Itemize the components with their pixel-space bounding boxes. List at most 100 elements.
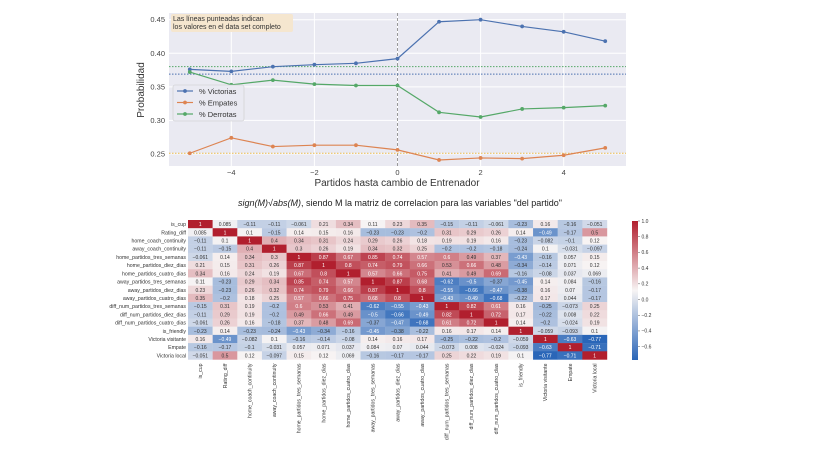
heatmap-cell — [533, 228, 558, 237]
cell-value: −0.11 — [194, 312, 206, 318]
cell-value: 0.1 — [517, 353, 524, 359]
cell-value: −0.1 — [245, 345, 255, 351]
heatmap-cell — [508, 285, 534, 295]
cell-value: 0.044 — [416, 345, 429, 351]
heatmap-cell — [508, 277, 534, 286]
cell-value: 0.34 — [195, 271, 205, 277]
column-label: Rating_diff — [223, 363, 229, 388]
heatmap-cell — [212, 261, 238, 270]
heatmap-cell — [188, 277, 213, 286]
heatmap-cell — [533, 343, 558, 352]
heatmap-cell — [582, 252, 608, 262]
heatmap-cell — [533, 326, 558, 336]
column-label: Victoria visitante — [543, 363, 549, 401]
heatmap-cell — [212, 269, 238, 278]
heatmap-cell — [459, 269, 484, 278]
heatmap-cell — [385, 220, 411, 229]
heatmap-cell — [360, 351, 386, 360]
cell-value: 0.21 — [319, 222, 329, 228]
cell-value: 0.53 — [319, 304, 329, 310]
heatmap-cell — [360, 261, 386, 270]
row-label: Victoria local — [157, 353, 186, 359]
x-tick-label: −2 — [310, 168, 319, 177]
row-label: Victoria visitante — [148, 337, 186, 343]
cell-value: 0.69 — [491, 271, 501, 277]
heatmap-cell — [360, 285, 386, 295]
cell-value: 0.057 — [564, 255, 577, 261]
cell-value: 0.85 — [294, 280, 304, 286]
cell-value: 0.26 — [393, 239, 403, 245]
heatmap-cell — [557, 343, 583, 352]
cell-value: −0.16 — [367, 353, 380, 359]
cell-value: 1 — [396, 288, 399, 294]
data-point — [478, 115, 483, 119]
row-label: home_partidos_diez_dias — [127, 263, 187, 269]
heatmap-cell — [582, 220, 608, 229]
cell-value: −0.22 — [539, 312, 552, 318]
heatmap-cell — [360, 334, 386, 344]
cell-value: 0.1 — [271, 337, 278, 343]
cell-value: −0.11 — [268, 222, 280, 228]
column-label: diff_num_partidos_tres_semanas — [445, 363, 451, 440]
heatmap-cell — [557, 261, 583, 270]
cell-value: 0.26 — [491, 230, 501, 236]
row-label: home_partidos_tres_semanas — [116, 255, 186, 261]
data-point — [187, 70, 192, 74]
cell-value: −0.031 — [562, 247, 578, 253]
cell-value: 1 — [224, 230, 227, 236]
heatmap-cell — [212, 293, 238, 303]
cell-value: 0.53 — [442, 263, 452, 269]
heatmap-cell — [212, 244, 238, 254]
heatmap-cell — [508, 244, 534, 254]
heatmap-cell — [261, 277, 287, 286]
cell-value: 0.82 — [442, 312, 452, 318]
cell-value: −0.2 — [491, 337, 501, 343]
heatmap-cell — [508, 269, 534, 278]
heatmap-cell — [459, 293, 484, 303]
column-label: diff_num_partidos_cuatro_dias — [494, 363, 500, 434]
cell-value: 0.16 — [516, 304, 526, 310]
cell-value: −0.55 — [440, 288, 453, 294]
cell-value: 0.22 — [467, 353, 477, 359]
cell-value: −0.18 — [490, 247, 503, 253]
heatmap-cell — [188, 220, 213, 229]
cell-value: 0.68 — [417, 280, 427, 286]
cell-value: 0.23 — [393, 222, 403, 228]
cell-value: 0.74 — [393, 255, 403, 261]
cell-value: −0.23 — [219, 288, 232, 294]
cell-value: 0.34 — [269, 280, 279, 286]
cell-value: 0.16 — [541, 222, 551, 228]
cell-value: −0.14 — [317, 337, 330, 343]
cell-value: −0.051 — [193, 353, 209, 359]
cell-value: 0.26 — [269, 263, 279, 269]
cell-value: −0.24 — [268, 329, 281, 335]
data-point — [561, 153, 566, 158]
heatmap-cell — [385, 318, 411, 327]
heatmap-cell — [286, 318, 312, 327]
cell-value: −0.47 — [391, 321, 404, 327]
heatmap-cell — [335, 285, 361, 295]
cell-value: −0.23 — [194, 329, 207, 335]
x-tick-label: 0 — [395, 168, 399, 177]
cell-value: 0.74 — [368, 263, 378, 269]
cell-value: 0.084 — [367, 345, 380, 351]
cell-value: 0.15 — [319, 230, 329, 236]
heatmap-cell — [188, 261, 213, 270]
cell-value: 0.3 — [295, 247, 302, 253]
heatmap-cell — [335, 293, 361, 303]
heatmap-cell — [434, 252, 460, 262]
heatmap-cell — [188, 302, 213, 311]
heatmap-cell — [582, 228, 608, 237]
heatmap-cell — [237, 334, 263, 344]
heatmap-cell — [459, 343, 484, 352]
heatmap-cell — [409, 351, 435, 360]
cell-value: −0.49 — [539, 230, 552, 236]
cell-value: −0.22 — [514, 296, 527, 302]
heatmap-cell — [557, 334, 583, 344]
heatmap-cell — [508, 302, 534, 311]
cell-value: 1 — [470, 312, 473, 318]
cell-value: −0.16 — [564, 222, 577, 228]
heatmap-cell — [335, 318, 361, 327]
heatmap-cell — [212, 277, 238, 286]
cell-value: 0.87 — [319, 255, 329, 261]
